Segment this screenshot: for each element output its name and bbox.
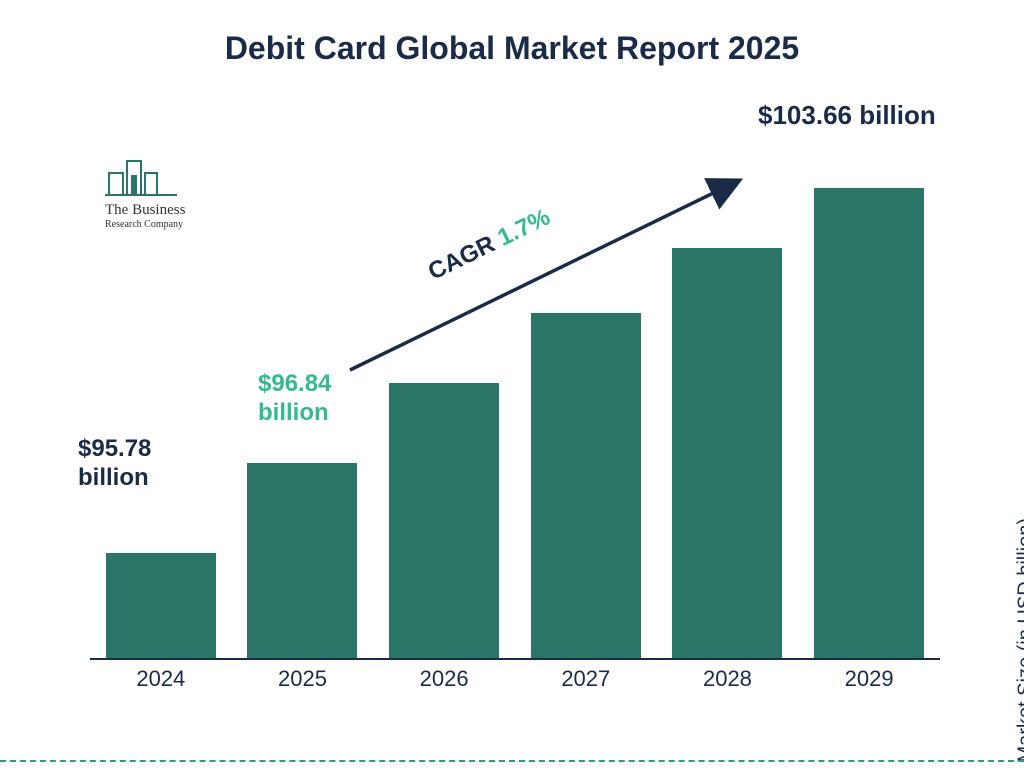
bar-2027: 2027 bbox=[516, 313, 656, 658]
bar-rect bbox=[106, 553, 216, 658]
bar-rect bbox=[389, 383, 499, 658]
bar-chart: 202420252026202720282029 bbox=[90, 130, 940, 690]
value-label-0: $95.78 billion bbox=[78, 435, 151, 493]
x-tick-label: 2029 bbox=[799, 666, 939, 692]
bar-2026: 2026 bbox=[374, 383, 514, 658]
bar-2024: 2024 bbox=[91, 553, 231, 658]
bar-rect bbox=[672, 248, 782, 658]
x-axis-line bbox=[90, 658, 940, 660]
x-tick-label: 2028 bbox=[657, 666, 797, 692]
bar-rect bbox=[531, 313, 641, 658]
bar-rect bbox=[814, 188, 924, 658]
x-tick-label: 2027 bbox=[516, 666, 656, 692]
chart-title: Debit Card Global Market Report 2025 bbox=[0, 30, 1024, 67]
x-tick-label: 2026 bbox=[374, 666, 514, 692]
bar-2029: 2029 bbox=[799, 188, 939, 658]
x-tick-label: 2024 bbox=[91, 666, 231, 692]
x-tick-label: 2025 bbox=[232, 666, 372, 692]
value-label-2: $103.66 billion bbox=[758, 100, 936, 131]
bar-2025: 2025 bbox=[232, 463, 372, 658]
footer-dashed-line bbox=[0, 760, 1024, 762]
bar-rect bbox=[247, 463, 357, 658]
y-axis-label: Market Size (in USD billion) bbox=[1015, 518, 1024, 763]
value-label-1: $96.84 billion bbox=[258, 370, 331, 428]
bar-2028: 2028 bbox=[657, 248, 797, 658]
